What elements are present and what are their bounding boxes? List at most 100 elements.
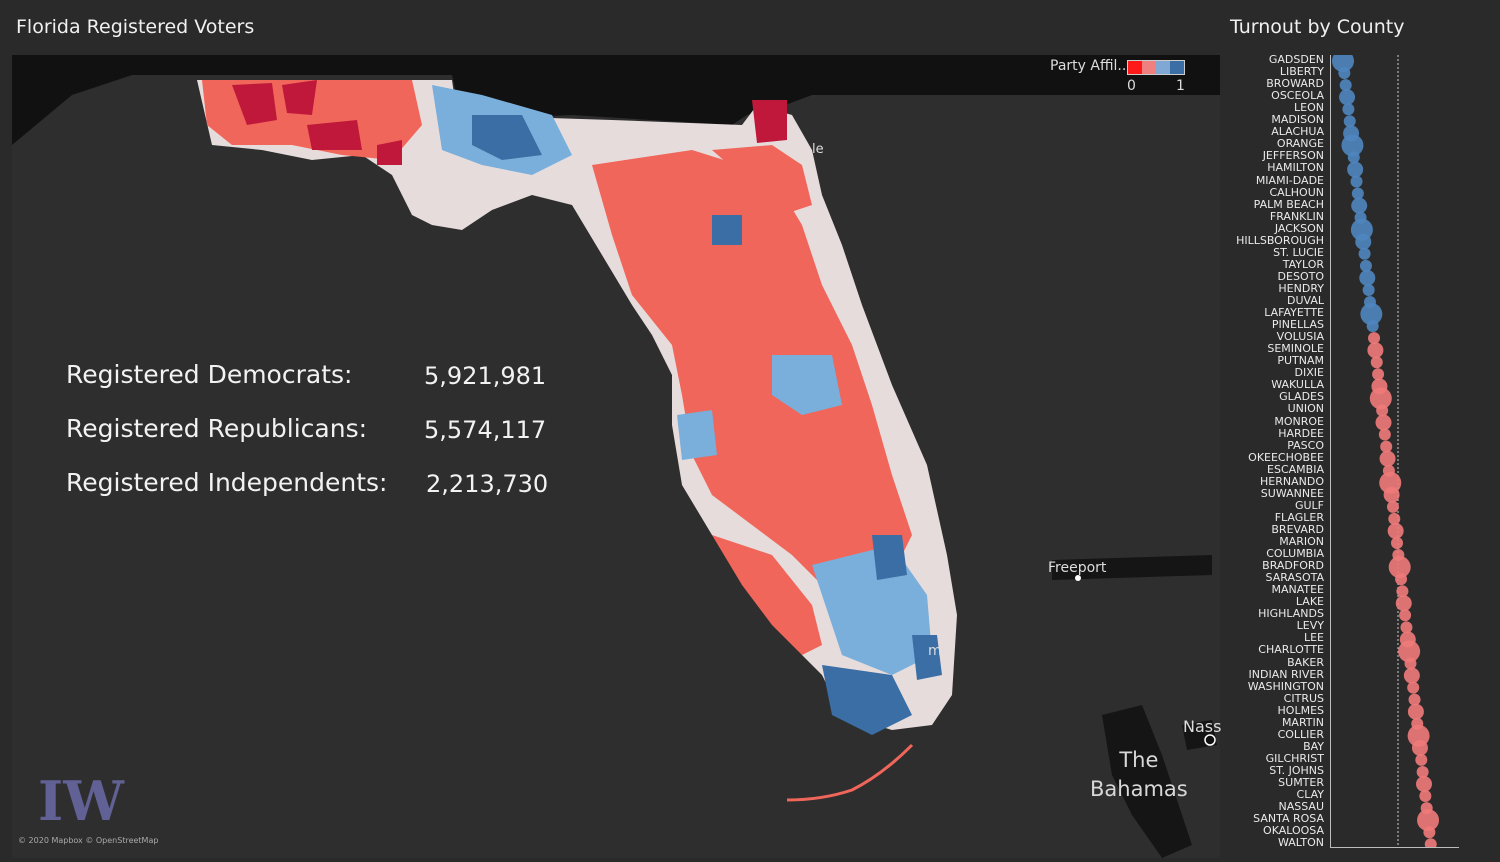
county-label: BROWARD [1266,77,1324,91]
county-label: CITRUS [1283,691,1324,705]
turnout-chart[interactable] [1330,50,1459,851]
turnout-bubble [1367,342,1384,359]
turnout-bubble [1368,332,1381,345]
jacksonville-label: le [812,142,824,157]
county-label: WALTON [1277,836,1324,850]
turnout-bubble [1342,103,1355,116]
county-label: MANATEE [1271,583,1324,597]
county-label: JEFFERSON [1262,149,1324,163]
freeport-label: Freeport [1048,560,1107,576]
rep-region-central [592,150,912,595]
turnout-bubble [1359,259,1372,272]
county-label: HIGHLANDS [1258,607,1324,621]
county-label: INDIAN RIVER [1248,667,1324,681]
county-label: HARDEE [1278,426,1324,440]
turnout-bubble [1400,621,1413,634]
county-label: OKALOOSA [1263,824,1324,838]
county-label: HERNANDO [1260,474,1324,488]
county-label: GLADES [1279,390,1324,404]
turnout-svg[interactable] [1331,50,1459,851]
nassau-dot [1204,734,1216,746]
turnout-bubble [1343,115,1356,128]
county-label: SANTA ROSA [1253,812,1324,826]
county-label: ORANGE [1276,137,1324,151]
turnout-bubble [1351,197,1368,214]
county-label: HENDRY [1278,281,1324,295]
dem-region-tampa [677,410,717,460]
turnout-bubble [1395,573,1408,586]
turnout-bubble [1380,440,1393,453]
dem-region-south [812,545,932,675]
county-label: HILLSBOROUGH [1236,233,1324,247]
county-label: BAY [1303,739,1324,753]
strong-dem-tallahassee [472,115,542,160]
county-label: UNION [1287,402,1324,416]
legend-swatch [1170,61,1184,74]
turnout-bubble [1350,175,1363,188]
turnout-bubble [1366,320,1379,333]
turnout-bubble [1358,247,1371,260]
county-label: TAYLOR [1282,257,1324,271]
county-label: GADSDEN [1268,53,1324,66]
turnout-bubble [1415,753,1428,766]
county-label: DESOTO [1277,269,1324,283]
county-label: PALM BEACH [1253,197,1324,211]
turnout-bubble [1386,500,1399,513]
county-label: SUWANNEE [1260,486,1324,500]
turnout-bubble [1369,387,1392,410]
turnout-bubble [1351,187,1364,200]
county-label: SUMTER [1278,776,1324,789]
bahamas-label: The Bahamas [1090,746,1188,804]
turnout-bubble [1408,693,1421,706]
stat-label: Registered Independents: [66,468,388,497]
county-label: ST. JOHNS [1269,763,1324,777]
turnout-bubble [1399,609,1412,622]
legend-swatch [1142,61,1156,74]
county-label: PINELLAS [1271,318,1324,332]
county-label: GILCHRIST [1265,751,1324,765]
strong-rep-2 [282,80,317,115]
county-label: CLAY [1296,788,1324,802]
strong-rep-1 [232,83,277,125]
map-canvas[interactable] [12,55,1220,858]
bahamas-label-line2: Bahamas [1090,777,1188,801]
turnout-bubble [1404,657,1417,670]
turnout-title: Turnout by County [1230,16,1405,38]
rep-region-southwest [712,535,822,655]
nassau-label: Nass [1183,717,1222,736]
bahamas-islands [1052,555,1217,858]
county-label: SEMINOLE [1267,342,1324,356]
turnout-bubble [1362,283,1375,296]
county-label: LIBERTY [1279,65,1324,79]
county-label: BRADFORD [1262,559,1324,573]
turnout-bubble [1370,356,1383,369]
county-label: ESCAMBIA [1267,462,1324,476]
county-label: MIAMI-DADE [1255,173,1324,187]
county-label: ALACHUA [1271,125,1324,139]
county-label: LAKE [1295,595,1324,609]
county-label: LEON [1294,101,1324,115]
county-label: HAMILTON [1267,161,1324,175]
legend-swatch [1128,61,1142,74]
county-label: NASSAU [1278,800,1325,814]
turnout-bubble [1417,809,1440,832]
strong-dem-palm-beach [872,535,907,580]
strong-dem-everglades [822,665,912,735]
county-label: WAKULLA [1271,378,1324,392]
county-label: DIXIE [1294,366,1324,380]
turnout-bubble [1398,640,1421,663]
iw-logo: IW [38,772,125,826]
turnout-bubble [1411,739,1428,756]
map-svg[interactable] [12,55,1220,858]
county-label: CALHOUN [1269,185,1324,199]
county-label: BREVARD [1271,522,1324,536]
strong-rep-5 [377,140,402,165]
county-label: SARASOTA [1265,571,1324,585]
turnout-bubble [1387,522,1404,539]
turnout-bubble [1378,428,1391,441]
turnout-bubble [1416,776,1432,792]
legend-swatch [1156,61,1170,74]
strong-dem-miami [912,635,942,680]
turnout-bubble [1338,67,1351,80]
county-label: MONROE [1274,414,1324,428]
